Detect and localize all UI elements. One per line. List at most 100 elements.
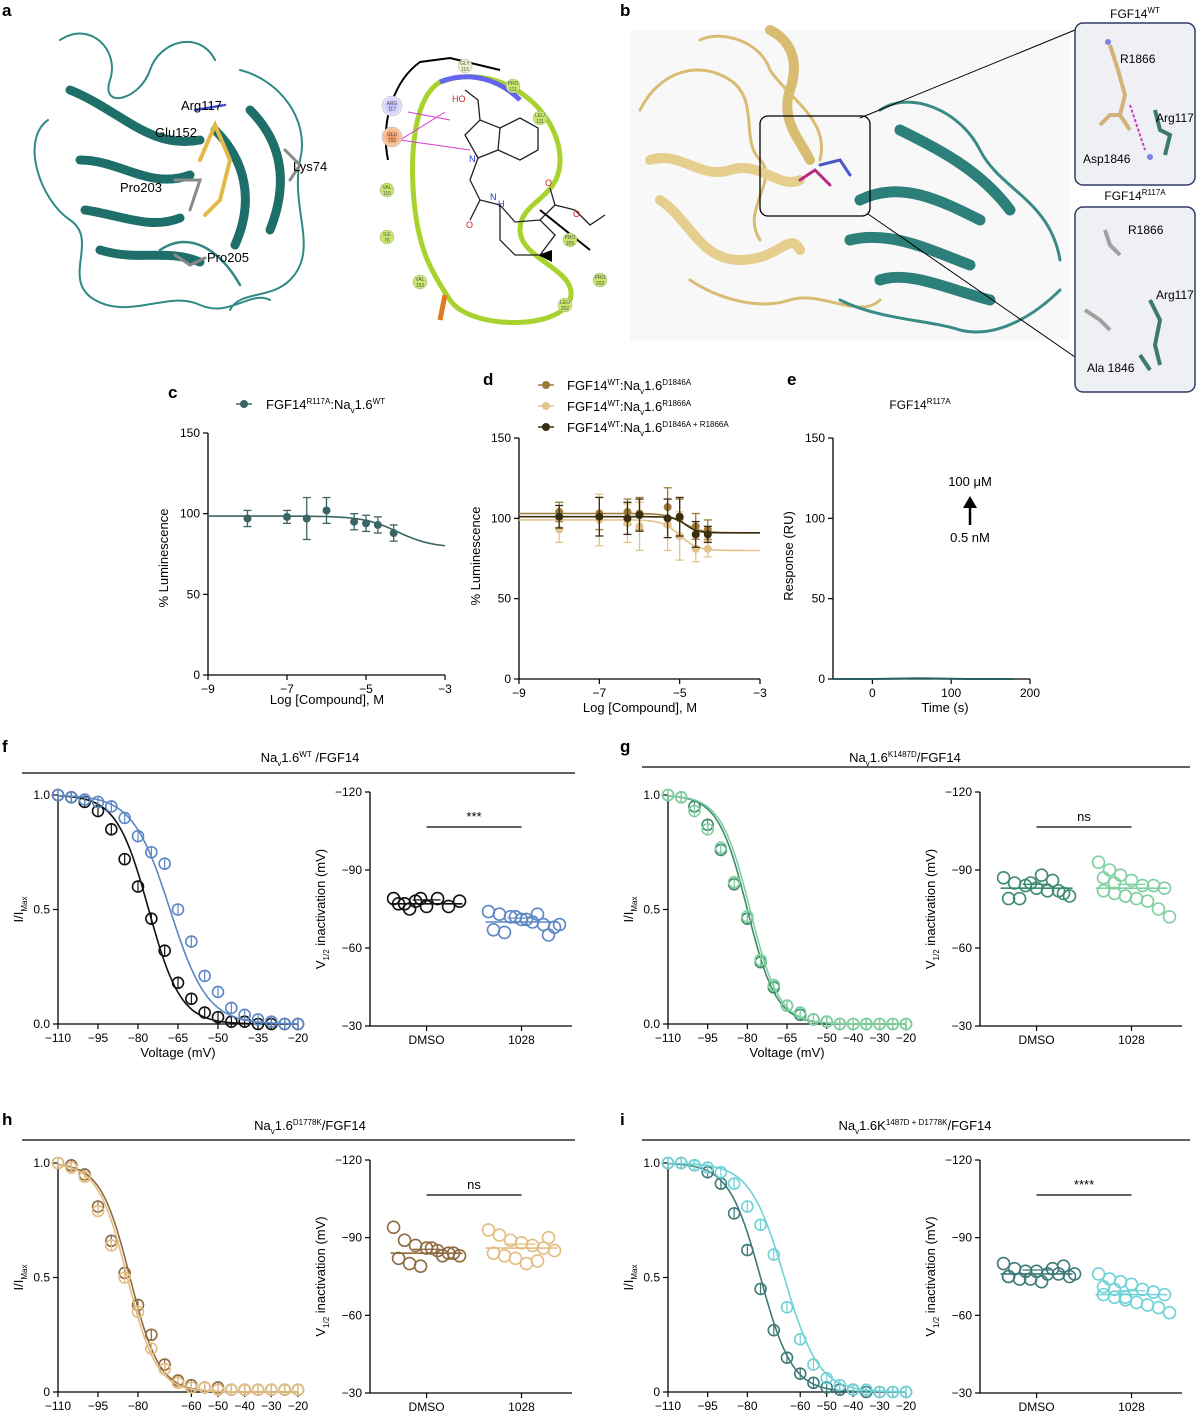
data-point [741,910,754,923]
data-point [691,530,700,539]
curve-xlabel: Voltage (mV) [749,1045,824,1060]
residue-node-name: LEU [560,300,570,306]
title-g: Nav1.6K1487D/FGF14 [849,750,961,768]
residue-node-arg-117 [381,95,403,117]
data-point [251,1383,265,1397]
data-point [703,530,712,539]
boltzmann-fit-0 [57,1163,298,1393]
data-point [198,1006,211,1019]
dot-point [1124,873,1139,888]
dot-ylabel: V1/2 inactivation (mV) [923,849,941,969]
legend-d-label: FGF14WT:Nav1.6D1846A + R1866A [567,420,729,438]
data-point [65,1161,78,1174]
legend-d-marker [542,381,550,389]
y-tick-label: 0.5 [643,903,660,917]
data-point [780,999,794,1012]
data-point [674,1156,688,1170]
dot-point [541,1230,556,1245]
data-point [251,1013,265,1026]
y-tick-label: −90 [342,863,363,877]
ylabel-e: Response (RU) [781,511,796,601]
significance-label: ns [1077,809,1091,824]
x-tick-label: −20 [896,1031,917,1045]
panel-letter-b: b [620,1,630,20]
data-point [211,985,225,999]
data-point [158,1362,171,1376]
panel-letter-f: f [2,737,8,756]
dot-point [1007,876,1022,890]
panel-e: e FGF14R117A 0 100 200 0 50 100 150 100 μM 0.5… [781,370,1040,715]
axes-d: −9 −7 −5 −3 0 50 100 150 [491,431,767,700]
significance-label: *** [466,809,481,824]
dot-point [1034,1274,1049,1289]
dot-point [996,870,1011,885]
y-tick-label: 100 [805,511,825,525]
y-tick-label: 0.5 [33,903,50,917]
concentration-arrowhead [963,496,977,508]
data-point [362,519,370,528]
dot-point [547,1243,562,1258]
x-tick-label: −110 [655,1031,681,1045]
y-tick-label: 0.0 [643,1017,660,1031]
x-tick-label: −50 [816,1399,837,1413]
data-point [65,790,78,804]
x-tick-label: −60 [181,1399,202,1413]
residue-node-glu-152 [381,126,403,148]
data-point [105,823,118,836]
dot-point [1091,855,1106,870]
residue-node-name: VAL [382,185,391,191]
data-point [145,845,158,859]
panel-letter-e: e [787,370,796,389]
data-point [171,976,185,990]
dot-point [519,912,534,927]
data-point [225,1001,238,1015]
legend-d-label: FGF14WT:Nav1.6R1866A [567,399,692,417]
title-i: Nav1.6K1487D + D1778K/FGF14 [838,1118,991,1136]
y-tick-label: −60 [952,1308,973,1322]
data-point [278,1017,291,1031]
dot-point [1140,894,1155,909]
x-tick-label: DMSO [1019,1400,1055,1414]
data-point [185,992,198,1006]
data-point [78,793,91,806]
x-tick-label: −50 [208,1031,229,1045]
data-point [265,1383,278,1397]
atom-o1: O [466,220,473,230]
y-tick-label: −30 [342,1386,363,1400]
x-tick-label: 100 [941,686,961,700]
dot-point [492,907,507,922]
x-tick-label: −50 [208,1399,229,1413]
data-point [846,1017,860,1031]
inset-ra-r1866: R1866 [1128,223,1164,237]
boltzmann-fit-0 [667,795,906,1025]
data-point [225,1383,238,1397]
data-point [91,1204,105,1218]
dot-point [541,928,556,942]
y-tick-label: −60 [342,1308,363,1322]
data-point [820,1371,833,1385]
data-point [860,1017,873,1031]
panel-c: c FGF14R117A:Nav1.6WT −9 −7 −5 −3050100150 … [156,383,452,707]
dot-point [530,907,545,922]
panel-a: a Arg117 Glu152 Lys74 Pro203 Pro205 [2,1,608,325]
residue-node-name: PRO [565,235,576,241]
residue-node-num: 76 [384,238,390,244]
x-tick-label: −3 [438,682,452,696]
dot-point [413,1259,428,1273]
y-tick-label: 100 [491,511,511,525]
x-tick-label: 200 [1020,686,1040,700]
zoom-line-top [859,29,1076,119]
data-point [793,1367,807,1380]
dot-point [1129,891,1144,906]
data-point [899,1385,913,1399]
residue-node-num: 205 [566,241,575,247]
residue-node-name: LEU [535,113,545,119]
dot-point [397,1233,412,1248]
y-tick-label: 150 [180,426,200,440]
panel-h: h Nav1.6D1778K/FGF14 −110 −95 −80 −60 −50 −40… [2,1110,575,1414]
inset-r117a [1074,206,1196,393]
label-lys74: Lys74 [293,159,327,174]
backbone-arc-right [539,209,591,251]
residue-node-name: VAL [415,277,424,283]
